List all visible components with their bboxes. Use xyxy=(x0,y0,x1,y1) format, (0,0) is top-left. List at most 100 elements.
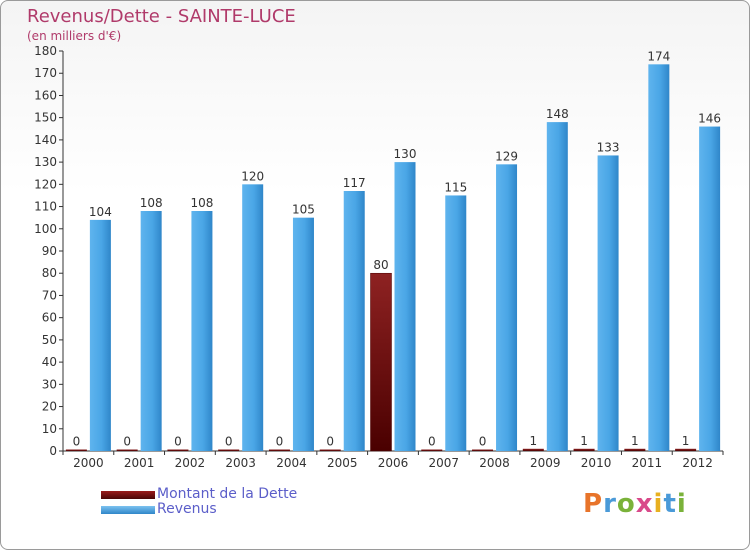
bar-debt xyxy=(65,449,87,451)
y-tick-label: 120 xyxy=(34,177,57,191)
data-label-revenue: 174 xyxy=(647,49,670,63)
y-tick-label: 60 xyxy=(42,311,57,325)
logo-letter: i xyxy=(653,489,664,519)
bar-revenue xyxy=(343,191,365,451)
x-tick-label: 2007 xyxy=(428,456,459,470)
data-label-debt: 0 xyxy=(123,435,131,449)
x-tick-label: 2009 xyxy=(530,456,561,470)
y-tick-label: 140 xyxy=(34,133,57,147)
legend-swatch-revenue xyxy=(101,506,155,514)
x-tick-label: 2010 xyxy=(581,456,612,470)
logo-letter: i xyxy=(676,489,687,519)
logo-letter: x xyxy=(635,489,654,519)
bar-debt xyxy=(675,448,697,451)
y-tick-label: 90 xyxy=(42,244,57,258)
data-label-revenue: 146 xyxy=(698,112,721,126)
bar-debt xyxy=(522,448,544,451)
bar-revenue xyxy=(394,162,416,451)
bar-revenue xyxy=(292,217,314,451)
bar-debt xyxy=(421,449,443,451)
chart-subtitle: (en milliers d'€) xyxy=(27,29,122,43)
y-tick-label: 130 xyxy=(34,155,57,169)
data-label-revenue: 117 xyxy=(343,176,366,190)
data-label-revenue: 108 xyxy=(190,196,213,210)
bar-revenue xyxy=(140,211,162,451)
y-tick-label: 110 xyxy=(34,200,57,214)
bar-revenue xyxy=(648,64,670,452)
data-label-debt: 1 xyxy=(631,434,639,448)
bar-revenue xyxy=(191,211,213,451)
bar-revenue xyxy=(496,164,518,452)
bar-revenue xyxy=(597,155,619,451)
data-label-revenue: 105 xyxy=(292,203,315,217)
bar-debt xyxy=(573,448,595,451)
data-label-revenue: 120 xyxy=(241,169,264,183)
proxiti-logo: Proxiti xyxy=(583,489,687,519)
y-tick-label: 20 xyxy=(42,400,57,414)
x-tick-label: 2011 xyxy=(632,456,663,470)
legend-swatch-debt xyxy=(101,491,155,499)
bar-revenue xyxy=(242,184,264,452)
data-label-debt: 1 xyxy=(580,434,588,448)
data-label-debt: 0 xyxy=(73,435,81,449)
x-tick-label: 2008 xyxy=(479,456,510,470)
legend-label-debt: Montant de la Dette xyxy=(157,486,298,502)
x-tick-label: 2012 xyxy=(682,456,713,470)
data-label-debt: 80 xyxy=(373,258,388,272)
y-tick-label: 170 xyxy=(34,66,57,80)
y-tick-label: 180 xyxy=(34,44,57,58)
data-label-debt: 0 xyxy=(326,435,334,449)
data-label-revenue: 129 xyxy=(495,149,518,163)
x-tick-label: 2001 xyxy=(124,456,155,470)
bar-debt xyxy=(319,449,341,451)
data-label-debt: 0 xyxy=(479,435,487,449)
x-tick-label: 2004 xyxy=(276,456,307,470)
data-label-revenue: 133 xyxy=(597,140,620,154)
data-label-debt: 0 xyxy=(276,435,284,449)
legend-label-revenue: Revenus xyxy=(157,501,217,517)
y-tick-label: 100 xyxy=(34,222,57,236)
y-tick-label: 30 xyxy=(42,377,57,391)
bar-revenue xyxy=(546,122,568,451)
data-label-revenue: 108 xyxy=(140,196,163,210)
bar-debt xyxy=(472,449,494,451)
logo-letter: P xyxy=(583,489,604,519)
data-label-debt: 0 xyxy=(174,435,182,449)
logo-letter: r xyxy=(603,489,617,519)
bar-revenue xyxy=(89,219,111,451)
bar-debt xyxy=(370,272,392,452)
bar-debt xyxy=(268,449,290,451)
y-tick-label: 40 xyxy=(42,355,57,369)
chart-title: Revenus/Dette - SAINTE-LUCE xyxy=(27,6,296,27)
y-tick-label: 10 xyxy=(42,422,57,436)
data-label-debt: 0 xyxy=(225,435,233,449)
y-tick-label: 70 xyxy=(42,288,57,302)
x-tick-label: 2003 xyxy=(225,456,256,470)
data-label-revenue: 148 xyxy=(546,107,569,121)
x-tick-label: 2006 xyxy=(378,456,409,470)
y-tick-label: 150 xyxy=(34,111,57,125)
data-label-debt: 1 xyxy=(682,434,690,448)
y-tick-label: 50 xyxy=(42,333,57,347)
data-label-revenue: 115 xyxy=(444,180,467,194)
bar-debt xyxy=(624,448,646,451)
data-label-debt: 0 xyxy=(428,435,436,449)
data-label-revenue: 104 xyxy=(89,205,112,219)
y-tick-label: 80 xyxy=(42,266,57,280)
bar-debt xyxy=(167,449,189,451)
logo-letter: o xyxy=(616,489,636,519)
data-label-revenue: 130 xyxy=(394,147,417,161)
bar-revenue xyxy=(445,195,467,451)
bar-revenue xyxy=(699,126,721,452)
y-tick-label: 160 xyxy=(34,88,57,102)
x-tick-label: 2000 xyxy=(73,456,104,470)
x-tick-label: 2002 xyxy=(175,456,206,470)
x-tick-label: 2005 xyxy=(327,456,358,470)
data-label-debt: 1 xyxy=(529,434,537,448)
bar-debt xyxy=(218,449,240,451)
logo-letter: t xyxy=(663,489,677,519)
bar-debt xyxy=(116,449,138,451)
y-tick-label: 0 xyxy=(49,444,57,458)
